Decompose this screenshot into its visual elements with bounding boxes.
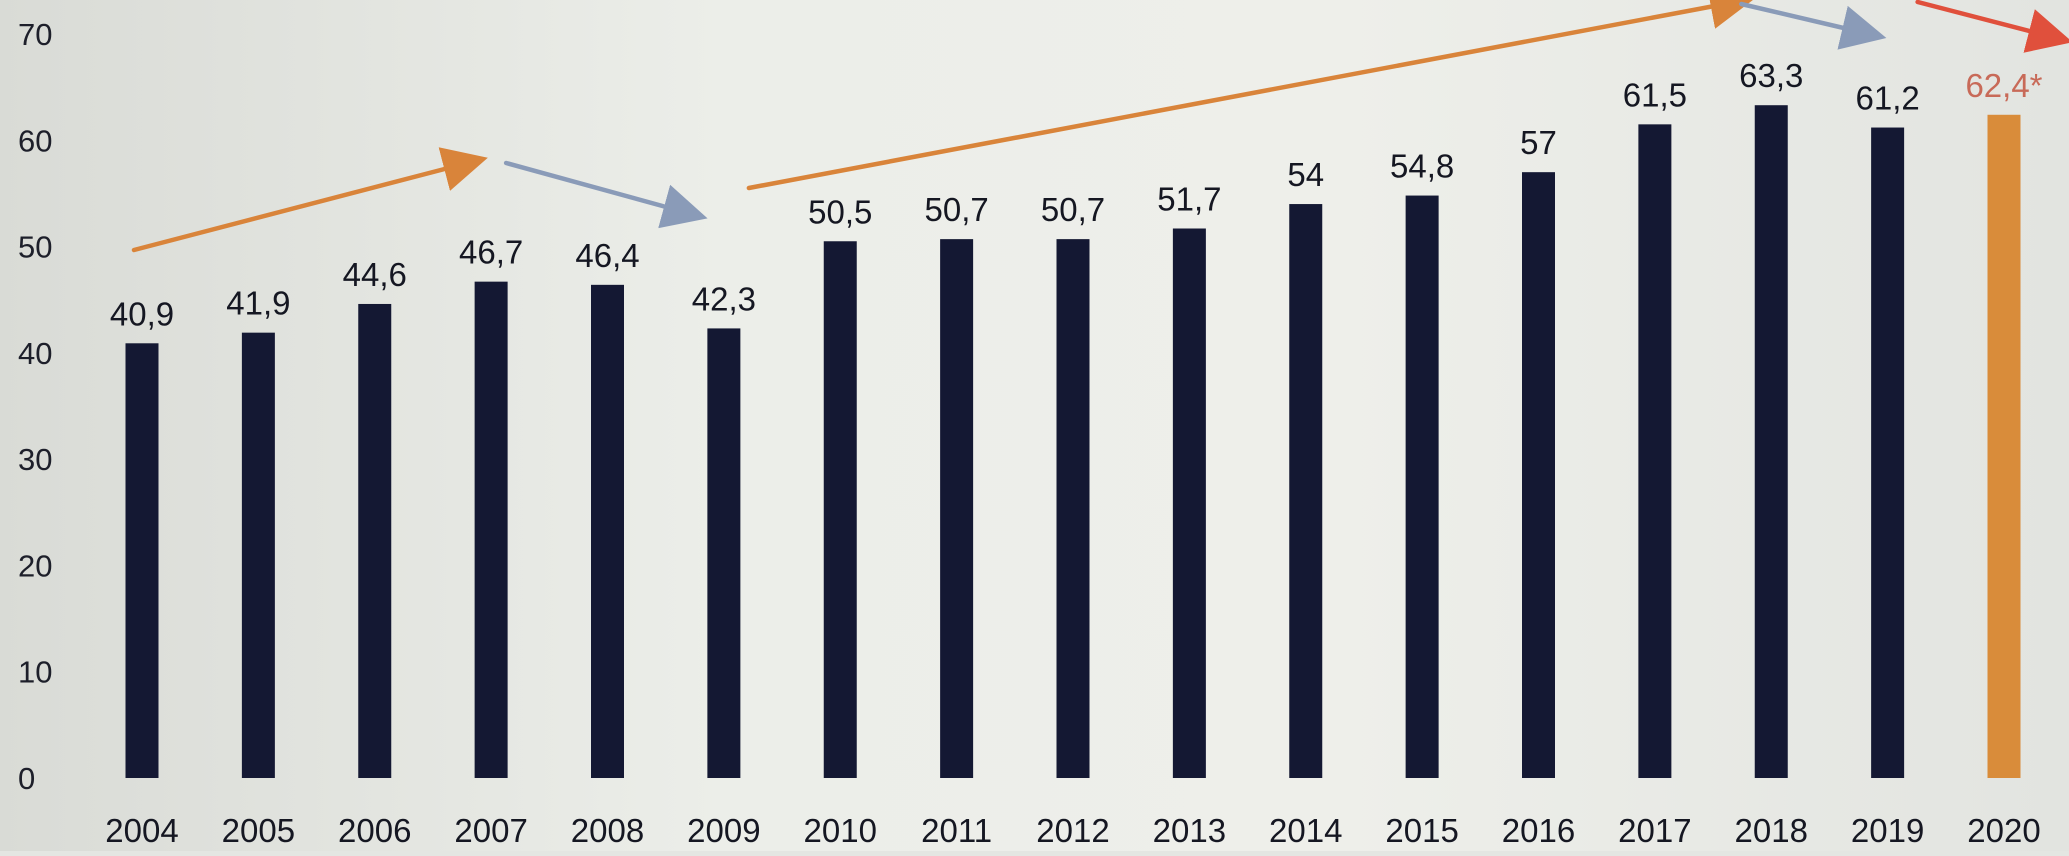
bar	[707, 328, 741, 778]
data-label: 51,7	[1157, 181, 1221, 218]
x-tick-label: 2008	[571, 812, 644, 849]
data-label: 42,3	[692, 280, 756, 317]
bar	[1638, 124, 1672, 779]
trend-arrow	[131, 147, 488, 253]
bars	[125, 105, 2021, 779]
bar	[241, 332, 275, 778]
x-tick-label: 2017	[1618, 812, 1691, 849]
x-tick-label: 2006	[338, 812, 411, 849]
data-label: 50,5	[808, 193, 872, 230]
x-tick-label: 2007	[454, 812, 527, 849]
y-tick-label: 0	[18, 761, 35, 796]
data-label: 50,7	[925, 191, 989, 228]
data-label: 61,5	[1623, 76, 1687, 113]
bar	[1405, 195, 1439, 778]
x-tick-label: 2019	[1851, 812, 1924, 849]
y-tick-label: 30	[18, 442, 52, 477]
trend-arrow	[1739, 1, 1887, 50]
x-tick-label: 2016	[1502, 812, 1575, 849]
bar	[1289, 204, 1323, 779]
bar	[823, 241, 857, 778]
bar	[1172, 228, 1206, 778]
data-label: 44,6	[343, 256, 407, 293]
x-axis: 2004 2005 2006 2007 2008 2009 2010 2011 2012 2013…	[105, 812, 2040, 849]
x-tick-label: 2011	[921, 812, 992, 849]
data-label: 46,4	[575, 237, 639, 274]
y-tick-label: 40	[18, 336, 52, 371]
trend-arrow	[746, 0, 1756, 191]
x-tick-label: 2010	[804, 812, 877, 849]
x-tick-label: 2020	[1967, 812, 2040, 849]
trend-arrows	[131, 0, 2069, 253]
data-label: 46,7	[459, 234, 523, 271]
data-label: 41,9	[226, 285, 290, 322]
x-tick-label: 2005	[222, 812, 295, 849]
bar	[125, 343, 159, 778]
trend-arrow	[503, 160, 708, 229]
bar	[358, 303, 392, 778]
x-tick-label: 2015	[1385, 812, 1458, 849]
y-tick-label: 60	[18, 123, 52, 158]
data-label: 54	[1287, 156, 1324, 193]
x-tick-label: 2013	[1153, 812, 1226, 849]
data-label: 57	[1520, 124, 1557, 161]
data-label: 63,3	[1739, 57, 1803, 94]
data-label: 62,4*	[1965, 67, 2042, 104]
bar	[1871, 127, 1905, 778]
y-tick-label: 20	[18, 548, 52, 583]
y-axis: 0 10 20 30 40 50 60 70	[18, 17, 52, 796]
bar	[1056, 239, 1090, 779]
x-tick-label: 2018	[1735, 812, 1808, 849]
data-labels: 40,9 41,9 44,6 46,7 46,4 42,3 50,5 50,7 50,7 51,7…	[110, 57, 2043, 332]
bar	[591, 284, 624, 778]
x-tick-label: 2012	[1036, 812, 1109, 849]
y-tick-label: 10	[18, 655, 52, 690]
trend-arrow	[1915, 0, 2069, 53]
y-tick-label: 50	[18, 230, 52, 265]
data-label: 54,8	[1390, 148, 1454, 185]
bar	[474, 281, 508, 778]
bar	[940, 239, 974, 779]
data-label: 50,7	[1041, 191, 1105, 228]
y-tick-label: 70	[18, 17, 52, 52]
x-tick-label: 2004	[105, 812, 178, 849]
bar	[1754, 105, 1788, 778]
data-label: 61,2	[1856, 80, 1920, 117]
x-tick-label: 2009	[687, 812, 760, 849]
x-tick-label: 2014	[1269, 812, 1342, 849]
bar	[1987, 114, 2021, 778]
bar	[1522, 172, 1555, 778]
data-label: 40,9	[110, 295, 174, 332]
